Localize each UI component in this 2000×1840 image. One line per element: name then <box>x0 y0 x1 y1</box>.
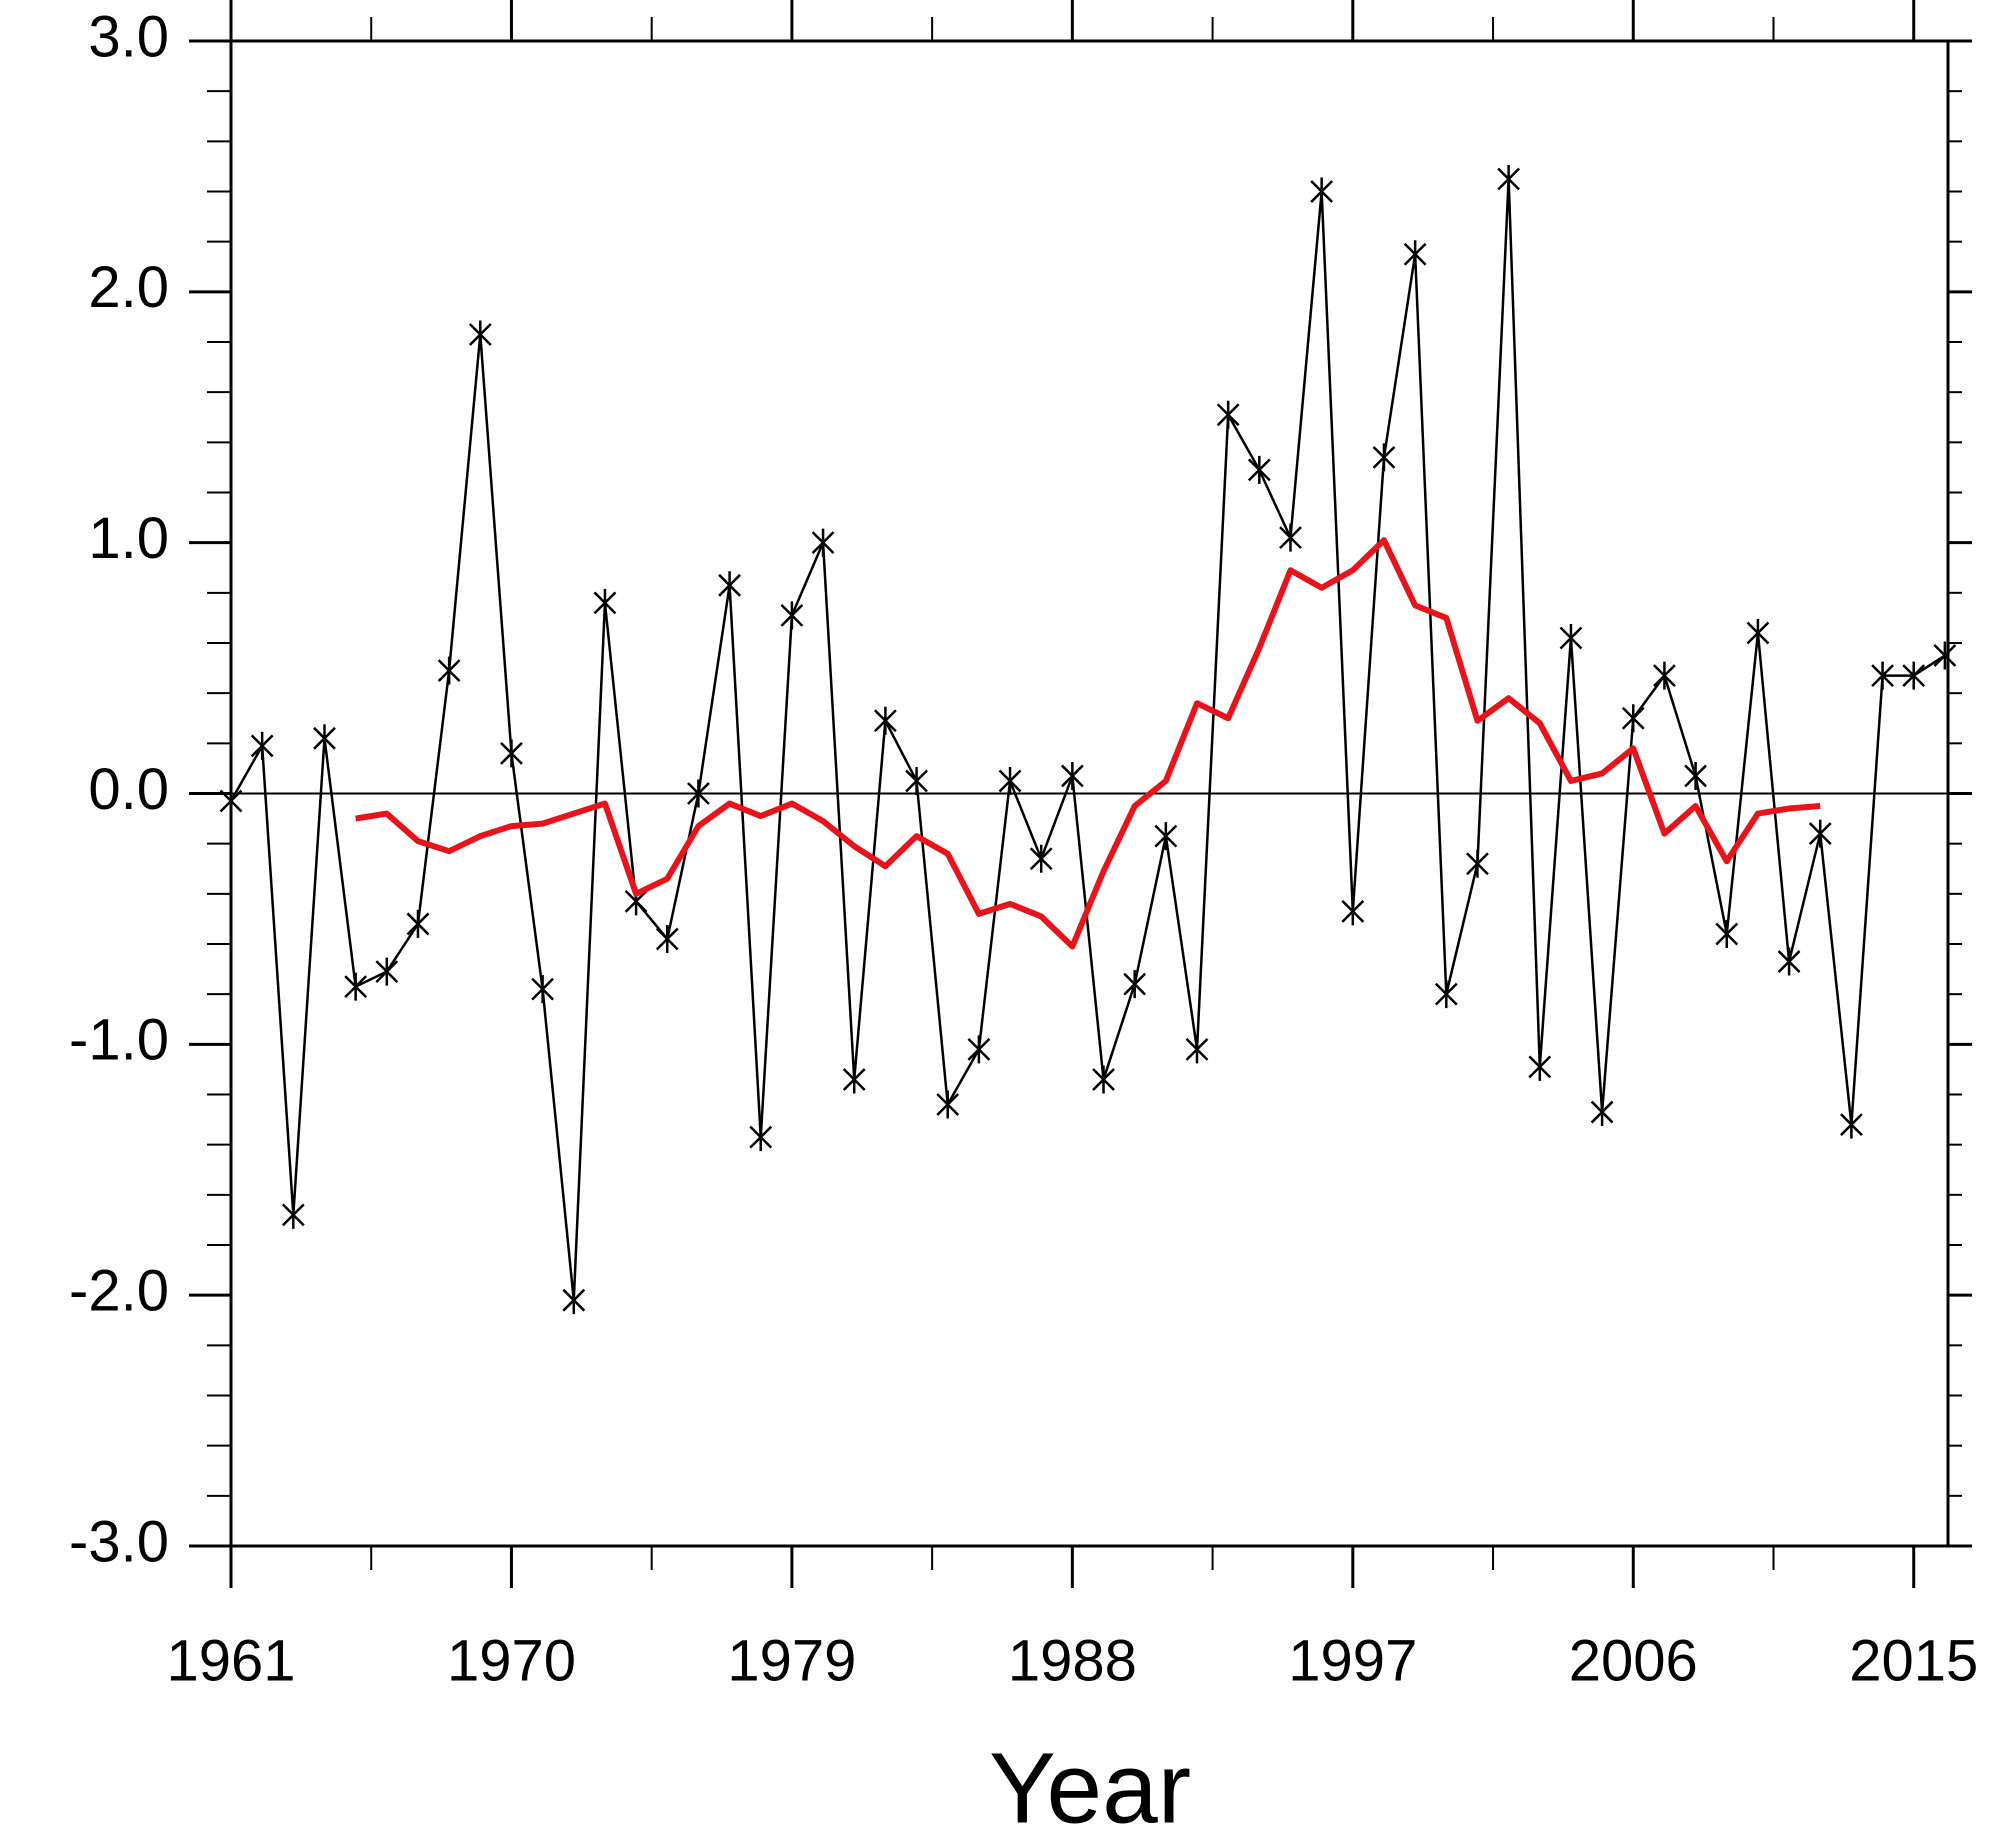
y-tick-label: 1.0 <box>88 506 169 571</box>
data-marker <box>1777 947 1801 976</box>
y-tick-label: -1.0 <box>69 1008 169 1073</box>
data-marker <box>718 571 741 600</box>
data-marker <box>1902 661 1926 690</box>
data-marker <box>749 1123 773 1152</box>
data-marker <box>905 766 928 795</box>
data-marker <box>842 1065 866 1094</box>
data-marker <box>1372 443 1396 472</box>
data-marker <box>500 739 523 768</box>
data-marker <box>406 909 430 938</box>
data-marker <box>1808 819 1832 848</box>
data-marker <box>1497 164 1521 193</box>
data-marker <box>313 724 336 753</box>
data-marker <box>1715 919 1739 948</box>
data-marker <box>1621 704 1645 733</box>
data-marker <box>344 972 368 1001</box>
y-tick-label: 3.0 <box>88 4 169 69</box>
data-marker <box>1466 849 1489 878</box>
data-marker <box>1341 897 1365 926</box>
data-marker <box>1310 177 1334 206</box>
data-marker <box>562 1286 586 1315</box>
x-tick-label: 2006 <box>1569 1628 1698 1693</box>
data-marker <box>1746 618 1770 647</box>
data-marker <box>655 924 679 953</box>
y-tick-label: 0.0 <box>88 757 169 822</box>
data-marker <box>1185 1035 1209 1064</box>
data-marker <box>219 787 243 816</box>
data-marker <box>874 706 897 735</box>
data-marker <box>468 320 492 349</box>
data-marker <box>1092 1065 1115 1094</box>
data-marker <box>437 656 461 685</box>
data-marker <box>1403 240 1427 269</box>
data-marker <box>1559 623 1583 652</box>
data-marker <box>531 975 554 1004</box>
y-tick-label: -3.0 <box>69 1509 169 1574</box>
data-marker <box>1247 455 1271 484</box>
data-marker <box>1871 661 1894 690</box>
x-axis-label: Year <box>989 1732 1191 1840</box>
data-marker <box>593 588 617 617</box>
data-marker <box>1684 761 1707 790</box>
data-marker <box>1060 761 1084 790</box>
data-marker <box>1279 523 1302 552</box>
data-marker <box>1154 822 1178 851</box>
x-tick-label: 2015 <box>1849 1628 1978 1693</box>
x-tick-label: 1970 <box>447 1628 576 1693</box>
data-marker <box>1434 980 1458 1009</box>
data-marker <box>1590 1098 1614 1127</box>
data-marker <box>1528 1052 1552 1081</box>
data-marker <box>687 779 710 808</box>
data-marker <box>281 1200 305 1229</box>
x-tick-label: 1961 <box>166 1628 295 1693</box>
data-marker <box>780 601 804 630</box>
data-marker <box>1216 400 1240 429</box>
y-tick-label: -2.0 <box>69 1258 169 1323</box>
series-line <box>229 177 1946 1302</box>
data-marker <box>1933 641 1957 670</box>
y-tick-label: 2.0 <box>88 255 169 320</box>
data-marker <box>967 1035 991 1064</box>
data-marker <box>375 957 399 986</box>
x-tick-label: 1988 <box>1008 1628 1137 1693</box>
data-marker <box>1123 970 1147 999</box>
data-marker <box>1653 661 1676 690</box>
data-marker <box>250 731 274 760</box>
series-line <box>355 537 1821 950</box>
data-marker <box>936 1090 960 1119</box>
data-marker <box>1029 844 1053 873</box>
x-tick-label: 1997 <box>1288 1628 1417 1693</box>
data-marker <box>811 528 835 557</box>
x-tick-label: 1979 <box>727 1628 856 1693</box>
data-marker <box>1840 1110 1863 1139</box>
data-marker <box>998 766 1022 795</box>
